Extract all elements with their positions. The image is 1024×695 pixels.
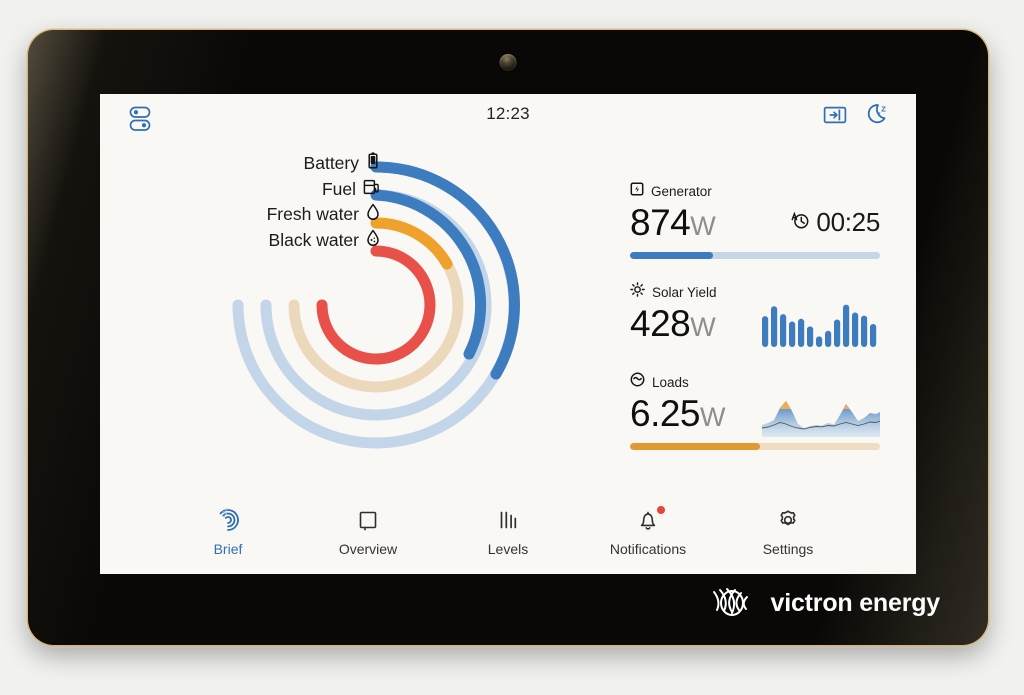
metric-loads-body: 6.25W	[630, 391, 881, 442]
status-bar-actions: Z z	[823, 102, 892, 127]
tank-label-fuel-text: Fuel	[321, 178, 356, 199]
loads-sparkline	[761, 395, 881, 442]
metric-loads-unit: W	[700, 402, 726, 432]
metric-generator-runtime-value: 00:25	[816, 207, 880, 237]
nav-item-settings[interactable]: Settings	[718, 500, 858, 557]
victron-gx-touch-device: 12:23 Z z	[28, 30, 988, 645]
metric-panel: Generator 874W	[630, 181, 881, 450]
overview-box-icon	[355, 506, 381, 534]
runtime-timer-icon	[791, 211, 810, 235]
nav-label-levels: Levels	[487, 541, 529, 557]
sun-icon	[630, 282, 645, 302]
metric-solar-yield-head: Solar Yield	[630, 282, 880, 302]
metric-loads-progress-fill	[630, 443, 760, 450]
metric-loads-value: 6.25W	[630, 391, 726, 440]
nav-item-overview[interactable]: Overview	[298, 500, 438, 557]
svg-text:z: z	[878, 112, 881, 118]
nav-item-levels[interactable]: Levels	[438, 500, 578, 557]
metric-generator-number: 874	[630, 202, 691, 243]
loads-area-fill	[762, 401, 880, 437]
metric-generator-body: 874W 00:25	[630, 202, 880, 248]
metric-generator-value: 874W	[630, 200, 716, 249]
metric-loads-head: Loads	[630, 372, 880, 392]
tank-label-fuel[interactable]: Fuel	[140, 177, 380, 203]
tank-label-battery[interactable]: Battery	[140, 151, 380, 177]
metric-generator-progress	[630, 252, 880, 259]
metric-solar-yield[interactable]: Solar Yield 428W	[630, 282, 880, 349]
metric-loads-title: Loads	[652, 374, 689, 390]
nav-label-overview: Overview	[338, 541, 398, 557]
gear-icon	[775, 506, 801, 534]
black-water-icon	[366, 229, 380, 252]
front-camera-sensor	[499, 54, 517, 71]
status-bar: 12:23 Z z	[100, 94, 916, 144]
brand-name: victron energy	[770, 589, 941, 617]
generator-icon	[630, 181, 644, 202]
metric-generator-title: Generator	[651, 183, 712, 199]
metric-generator-progress-fill	[630, 252, 713, 259]
loads-icon	[630, 372, 645, 392]
metric-generator-head: Generator	[630, 181, 880, 202]
metric-loads[interactable]: Loads 6.25W	[630, 372, 881, 450]
status-bar-clock: 12:23	[486, 104, 530, 123]
arc-value-freshwater	[370, 217, 453, 270]
arc-value-battery	[370, 161, 520, 380]
svg-text:Z: Z	[881, 104, 886, 113]
metric-loads-progress	[630, 443, 880, 450]
loads-trace-line	[761, 420, 881, 430]
metric-solar-yield-body: 428W	[630, 303, 880, 349]
metric-loads-number: 6.25	[630, 393, 701, 434]
levels-bars-icon	[495, 506, 521, 534]
brand: victron energy	[708, 584, 940, 623]
metric-generator-runtime: 00:25	[791, 207, 880, 238]
bottom-navigation: Brief Overview	[100, 500, 916, 574]
sleep-moon-icon[interactable]: Z z	[867, 102, 892, 127]
metric-generator[interactable]: Generator 874W	[630, 181, 880, 259]
loads-area-peaks	[779, 401, 850, 409]
battery-icon	[366, 152, 380, 175]
solar-yield-sparkline	[762, 303, 880, 352]
tank-label-battery-text: Battery	[303, 153, 359, 174]
nav-item-brief[interactable]: Brief	[158, 500, 298, 557]
metric-solar-yield-value: 428W	[630, 301, 716, 350]
device-screen: 12:23 Z z	[100, 94, 916, 574]
nav-item-notifications[interactable]: Notifications	[578, 500, 718, 557]
screen-off-icon[interactable]	[823, 105, 847, 125]
arc-value-fuel	[370, 189, 487, 360]
tank-label-fresh-water-text: Fresh water	[266, 204, 359, 225]
nav-label-brief: Brief	[213, 541, 243, 557]
bell-icon	[635, 506, 665, 534]
tank-level-arcs	[196, 146, 556, 486]
notifications-badge	[657, 506, 665, 514]
nav-label-settings: Settings	[762, 541, 814, 557]
fuel-pump-icon	[363, 178, 380, 201]
arc-value-blackwater	[316, 245, 436, 365]
water-drop-icon	[366, 203, 380, 226]
metric-generator-unit: W	[690, 211, 716, 241]
tank-label-black-water[interactable]: Black water	[140, 228, 380, 254]
tank-label-fresh-water[interactable]: Fresh water	[140, 202, 380, 228]
tank-label-black-water-text: Black water	[268, 229, 359, 250]
nav-label-notifications: Notifications	[609, 541, 687, 557]
metric-solar-yield-number: 428	[630, 303, 691, 344]
victron-wave-logo	[708, 584, 760, 623]
tank-labels: Battery Fuel	[140, 151, 380, 253]
brief-radar-icon	[215, 506, 241, 534]
metric-solar-yield-unit: W	[690, 312, 716, 342]
metric-solar-yield-title: Solar Yield	[652, 284, 717, 300]
toggle-switches-icon[interactable]	[128, 104, 152, 134]
